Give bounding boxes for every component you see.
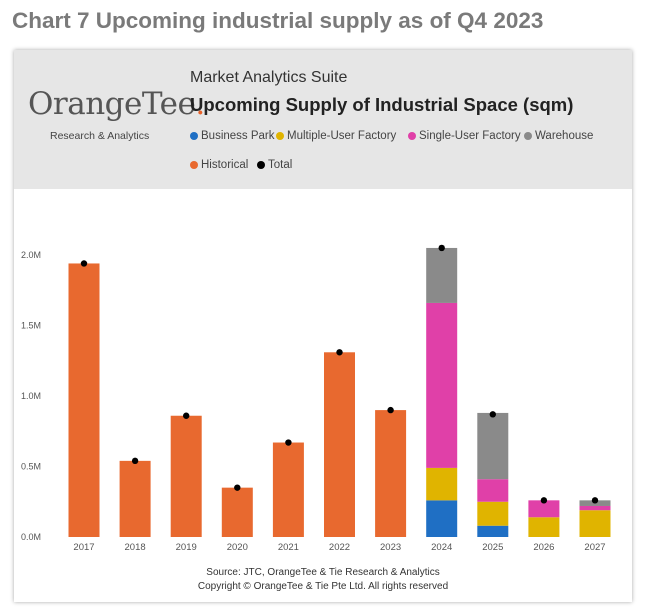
legend-swatch xyxy=(276,132,284,140)
source-note: Source: JTC, OrangeTee & Tie Research & … xyxy=(206,567,440,578)
legend-total[interactable]: Total xyxy=(257,159,292,171)
x-tick-label: 2026 xyxy=(533,542,554,553)
bar-segment xyxy=(170,415,202,537)
total-marker xyxy=(489,411,496,418)
legend-label: Single-User Factory xyxy=(419,130,521,142)
y-tick-label: 1.0M xyxy=(21,391,41,401)
total-marker xyxy=(234,484,241,491)
total-marker xyxy=(591,497,599,504)
chart-header: OrangeTee. Research & Analytics Market A… xyxy=(14,50,632,189)
legend-swatch xyxy=(524,132,532,140)
chart-plot-area: 0.0M 0.5M 1.0M 1.5M 2.0M 2017 2018 2019 2020 2021… xyxy=(21,244,611,553)
legend-historical[interactable]: Historical xyxy=(190,159,248,171)
legend-swatch xyxy=(408,132,416,140)
logo-wordmark: OrangeTee xyxy=(28,86,196,122)
total-marker xyxy=(285,439,292,446)
legend-single-user-factory[interactable]: Single-User Factory xyxy=(408,130,521,142)
x-tick-label: 2024 xyxy=(431,542,452,553)
bar-segment xyxy=(375,410,407,537)
bar-segment xyxy=(426,467,458,501)
legend-label: Warehouse xyxy=(535,130,594,142)
legend-swatch xyxy=(257,161,265,169)
total-marker xyxy=(131,457,139,465)
x-tick-label: 2023 xyxy=(380,542,401,553)
total-marker xyxy=(540,497,548,504)
legend-warehouse[interactable]: Warehouse xyxy=(524,130,593,142)
y-tick-label: 1.5M xyxy=(21,321,41,331)
total-marker xyxy=(438,244,445,252)
bar-segment xyxy=(477,479,509,502)
chart-title: Upcoming Supply of Industrial Space (sqm… xyxy=(190,94,574,115)
total-marker xyxy=(183,412,190,419)
y-tick-label: 0.5M xyxy=(21,462,41,472)
total-marker xyxy=(80,260,88,267)
bar-segment xyxy=(477,501,509,526)
legend-business-park[interactable]: Business Park xyxy=(190,130,275,142)
legend-label: Business Park xyxy=(201,130,275,142)
y-tick-label: 0.0M xyxy=(21,532,41,542)
total-marker xyxy=(387,406,394,414)
bar-segment xyxy=(477,525,509,537)
bar-segment xyxy=(426,302,458,468)
x-tick-label: 2021 xyxy=(278,542,299,553)
page-title: Chart 7 Upcoming industrial supply as of… xyxy=(12,8,544,33)
chart-card: OrangeTee. Research & Analytics Market A… xyxy=(14,50,632,602)
bar-segment xyxy=(477,412,509,480)
bar-segment xyxy=(221,487,253,537)
orangetee-logo: OrangeTee. xyxy=(28,86,205,122)
bar-segment xyxy=(528,500,560,518)
x-tick-label: 2022 xyxy=(329,542,350,553)
x-tick-label: 2019 xyxy=(176,542,197,553)
legend-multiple-user-factory[interactable]: Multiple-User Factory xyxy=(276,130,396,142)
suite-name: Market Analytics Suite xyxy=(190,69,348,86)
logo-subtitle: Research & Analytics xyxy=(50,130,150,142)
bar-segment xyxy=(426,247,458,303)
legend-swatch xyxy=(190,161,198,169)
x-tick-label: 2018 xyxy=(125,542,146,553)
bar-segment xyxy=(528,517,560,537)
legend-label: Historical xyxy=(201,159,249,171)
total-marker xyxy=(336,349,343,356)
bar-segment xyxy=(579,510,611,537)
y-tick-label: 2.0M xyxy=(21,250,41,260)
legend-swatch xyxy=(190,132,198,140)
x-tick-label: 2017 xyxy=(73,542,94,553)
bar-segment xyxy=(579,505,611,511)
x-tick-label: 2027 xyxy=(584,542,605,553)
bar-segment xyxy=(426,500,458,537)
x-tick-label: 2025 xyxy=(482,542,503,553)
bar-segment xyxy=(324,352,355,537)
copyright-note: Copyright © OrangeTee & Tie Pte Ltd. All… xyxy=(197,581,449,592)
legend-label: Total xyxy=(268,159,293,171)
bar-segment xyxy=(68,263,100,537)
bar-segment xyxy=(272,442,304,537)
logo-dot: . xyxy=(195,86,205,122)
x-tick-label: 2020 xyxy=(227,542,248,553)
legend-label: Multiple-User Factory xyxy=(287,130,397,142)
bar-segment xyxy=(119,460,151,537)
